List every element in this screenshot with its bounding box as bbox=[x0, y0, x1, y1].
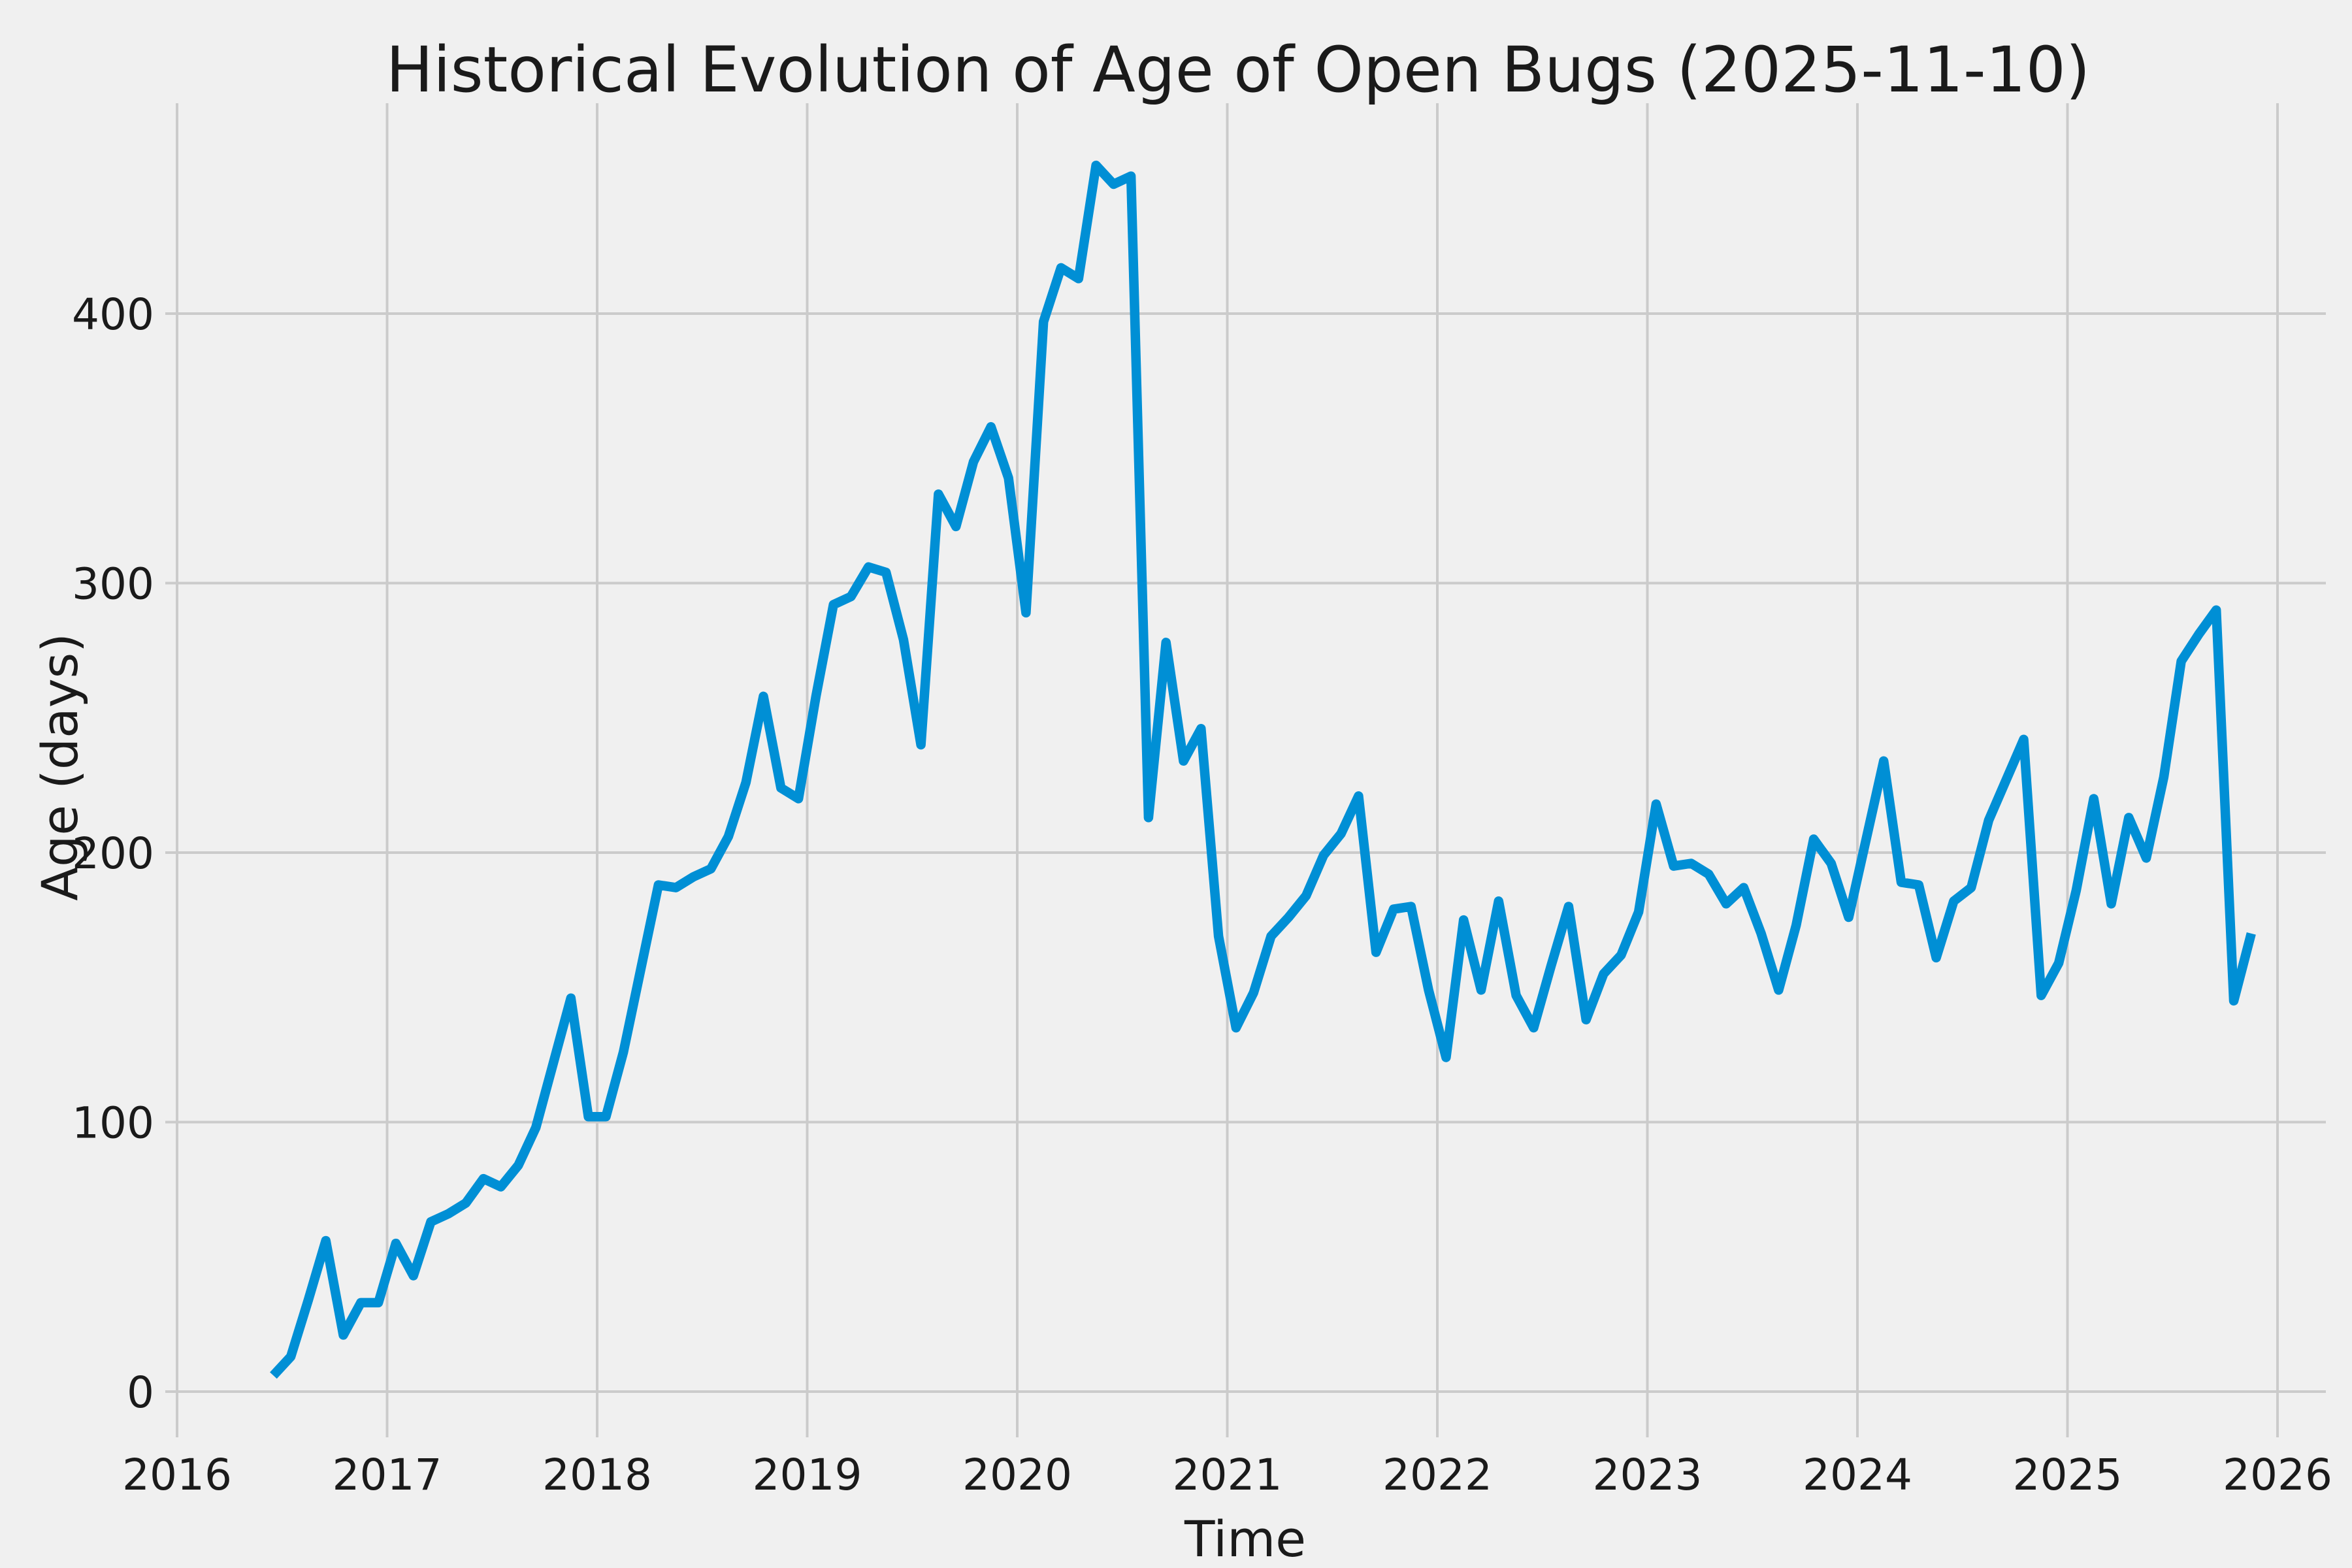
tick-labels: 2016 2017 2018 2019 2020 2021 2022 2023 2024 2025… bbox=[72, 289, 2332, 1500]
x-tick-label-2017: 2017 bbox=[333, 1450, 442, 1500]
x-tick-label-2025: 2025 bbox=[2013, 1450, 2123, 1500]
chart-title: Historical Evolution of Age of Open Bugs… bbox=[386, 33, 2091, 106]
y-tick-label-100: 100 bbox=[72, 1098, 154, 1149]
x-tick-label-2021: 2021 bbox=[1173, 1450, 1282, 1500]
y-tick-label-400: 400 bbox=[72, 289, 154, 340]
y-axis-label: Age (days) bbox=[31, 633, 89, 901]
x-tick-label-2018: 2018 bbox=[542, 1450, 652, 1500]
y-tick-label-300: 300 bbox=[72, 559, 154, 610]
x-tick-label-2020: 2020 bbox=[962, 1450, 1072, 1500]
x-tick-label-2024: 2024 bbox=[1803, 1450, 1912, 1500]
x-tick-label-2026: 2026 bbox=[2223, 1450, 2332, 1500]
y-tick-label-0: 0 bbox=[127, 1367, 154, 1418]
x-tick-label-2016: 2016 bbox=[122, 1450, 232, 1500]
y-tick-label-200: 200 bbox=[72, 828, 154, 879]
age-of-open-bugs-line bbox=[270, 160, 2256, 1379]
x-axis-label: Time bbox=[1184, 1510, 1306, 1568]
x-tick-label-2022: 2022 bbox=[1382, 1450, 1492, 1500]
x-tick-label-2019: 2019 bbox=[753, 1450, 862, 1500]
gridlines bbox=[165, 103, 2326, 1437]
x-tick-label-2023: 2023 bbox=[1593, 1450, 1703, 1500]
